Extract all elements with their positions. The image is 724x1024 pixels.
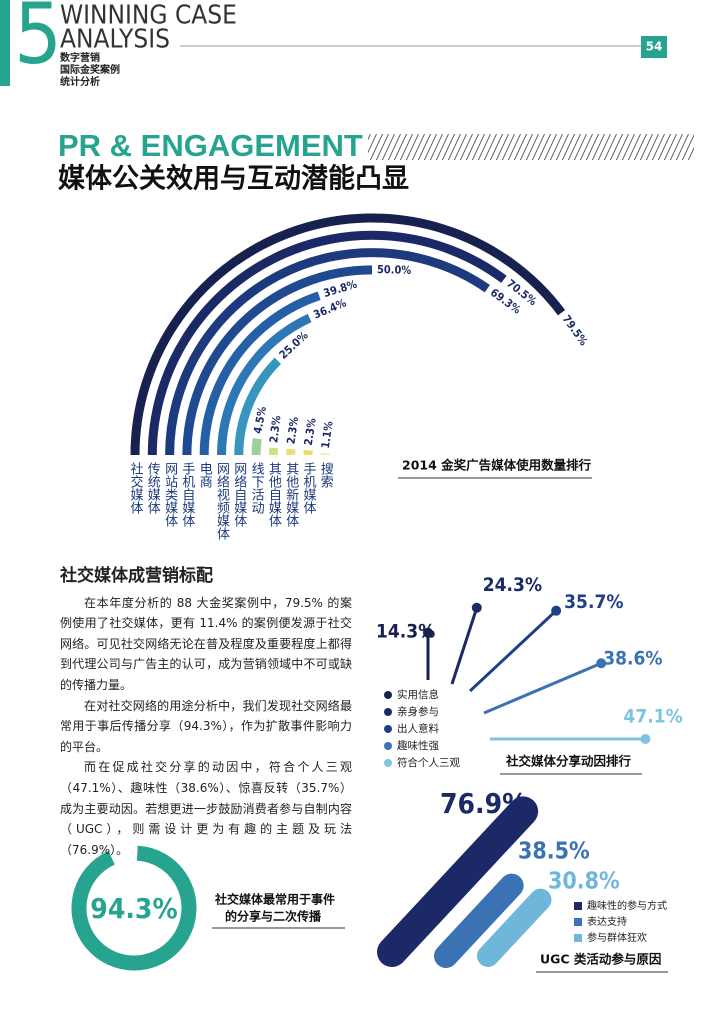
value-label: 14.3% [376, 620, 435, 642]
category-label: 手机自媒体 [179, 462, 195, 527]
value-label: 38.5% [518, 839, 590, 865]
chart-title: 2014 金奖广告媒体使用数量排行 [402, 458, 592, 473]
category-label: 网站类媒体 [162, 462, 178, 527]
legend-label: 出人意料 [397, 722, 439, 735]
legend-dot [384, 691, 392, 699]
chart-title: 的分享与二次传播 [225, 909, 322, 924]
category-label: 搜索 [318, 462, 334, 488]
legend-dot [384, 725, 392, 733]
header-title: ANALYSIS [60, 25, 170, 55]
lollipop-dot [471, 602, 482, 613]
paragraph: 在本年度分析的 88 大金奖案例中，79.5% 的案例使用了社交媒体，更有 11… [60, 595, 352, 692]
header-subtitle: 国际金奖案例 [60, 63, 120, 76]
legend-swatch [574, 902, 582, 910]
value-label: 2.3% [267, 415, 283, 444]
category-label: 传统媒体 [145, 462, 161, 514]
value-label: 2.3% [284, 416, 301, 445]
legend-label: 表达支持 [587, 915, 627, 928]
article-heading: 社交媒体成营销标配 [60, 566, 213, 586]
legend-dot [384, 708, 392, 716]
arc-bar [217, 313, 312, 456]
header-title: WINNING CASE [60, 1, 237, 31]
side-strip [0, 0, 10, 86]
legend-label: 符合个人三观 [397, 756, 460, 769]
lollipop-dot [551, 605, 562, 616]
diagonal-bar [477, 888, 552, 967]
paragraph: 而在促成社交分享的动因中，符合个人三观（47.1%）、趣味性（38.6%）、惊喜… [60, 760, 352, 857]
arc-bar [199, 291, 321, 456]
value-label: 1.1% [319, 420, 336, 449]
chart-title: 社交媒体分享动因排行 [505, 754, 632, 769]
donut-arc [71, 845, 197, 971]
arc-bar [130, 213, 566, 456]
chapter-number: 5 [14, 0, 62, 83]
arc-bar [251, 438, 262, 456]
paragraph: 在对社交网络的用途分析中，我们发现社交网络最常用于事后传播分享（94.3%），作… [60, 698, 352, 754]
category-label: 网络视频媒体 [214, 462, 230, 540]
value-label: 47.1% [623, 706, 682, 728]
category-label: 手机媒体 [301, 462, 317, 514]
chart-title: 社交媒体最常用于事件 [214, 892, 335, 907]
header-subtitle: 数字营销 [60, 51, 100, 64]
category-label: 网络自媒体 [231, 462, 247, 527]
category-label: 其他自媒体 [266, 462, 282, 527]
value-label: 79.5% [560, 313, 591, 349]
headline-english: PR & ENGAGEMENT [58, 128, 363, 163]
lollipop-dot [596, 658, 607, 669]
page-number: 54 [646, 40, 663, 54]
header-subtitle: 统计分析 [60, 75, 100, 88]
legend-swatch [574, 918, 582, 926]
value-label: 4.5% [251, 405, 269, 434]
lollipop-dot [640, 734, 651, 744]
hatch-decoration [368, 134, 694, 160]
headline-chinese: 媒体公关效用与互动潜能凸显 [58, 163, 409, 195]
value-label: 76.9% [440, 787, 527, 820]
article: 社交媒体成营销标配 在本年度分析的 88 大金奖案例中，79.5% 的案例使用了… [60, 566, 352, 860]
legend-label: 趣味性的参与方式 [587, 899, 667, 912]
lollipop-stem [468, 609, 558, 693]
diagonal-bar [377, 796, 539, 967]
lollipop-stem [450, 607, 479, 685]
category-label: 社交媒体 [128, 461, 144, 514]
value-label: 38.6% [603, 648, 662, 670]
legend-label: 亲身参与 [397, 705, 439, 718]
value-label: 2.3% [302, 417, 319, 446]
value-label: 30.8% [548, 869, 620, 895]
value-label: 35.7% [564, 591, 623, 613]
legend-swatch [574, 934, 582, 942]
legend-dot [384, 742, 392, 750]
lollipop-stem [483, 661, 602, 715]
legend-label: 实用信息 [397, 688, 439, 701]
legend-label: 参与群体狂欢 [587, 931, 647, 944]
diagonal-bar [434, 873, 524, 968]
arc-bar [165, 248, 490, 456]
arc-bar [234, 357, 282, 456]
chart-title: UGC 类活动参与原因 [540, 952, 661, 967]
arc-bar [182, 265, 373, 456]
arc-bar [147, 230, 507, 456]
value-label: 24.3% [483, 574, 542, 596]
page-number-box [641, 36, 667, 58]
value-label: 94.3% [90, 892, 177, 925]
category-label: 其他新媒体 [283, 462, 299, 527]
category-label: 线下活动 [249, 462, 265, 515]
value-label: 50.0% [377, 263, 412, 277]
legend-dot [384, 759, 392, 767]
category-label: 电商 [197, 462, 213, 488]
lollipop-dot [423, 627, 433, 638]
legend-label: 趣味性强 [397, 739, 439, 752]
